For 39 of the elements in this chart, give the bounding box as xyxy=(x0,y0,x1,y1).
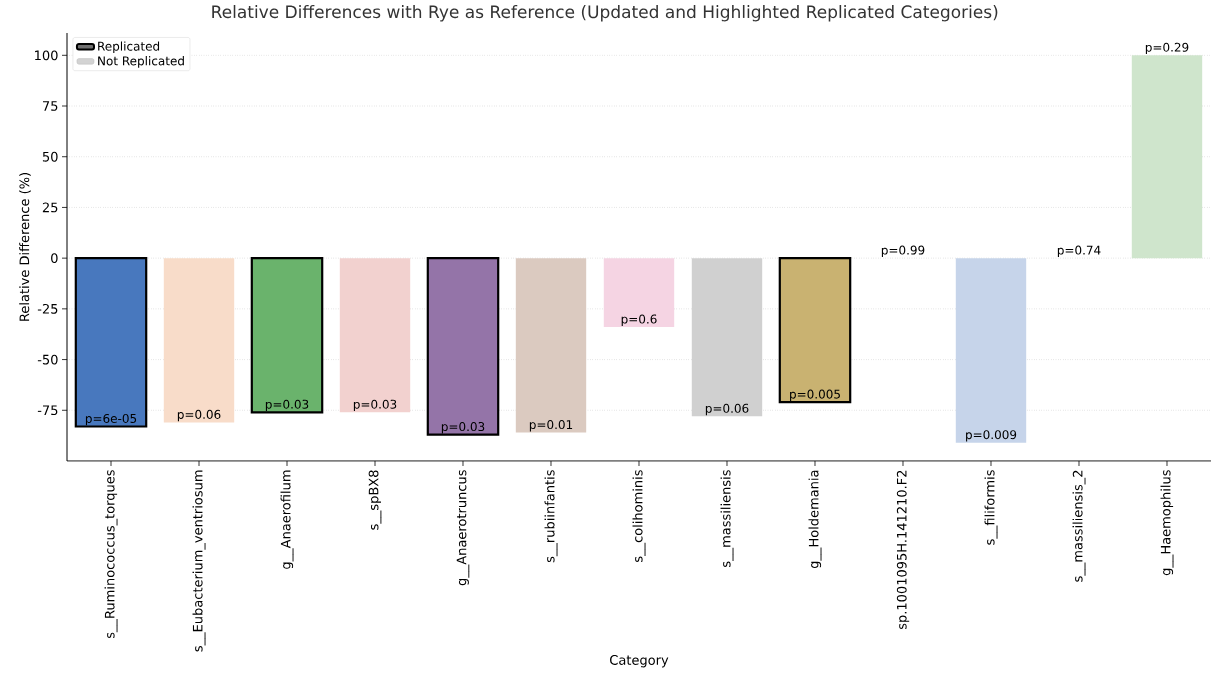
y-tick-label: 75 xyxy=(43,101,58,111)
x-tick-label: s__filiformis xyxy=(984,470,998,545)
annotation: p=0.03 xyxy=(353,399,397,412)
y-tick-label: 0 xyxy=(51,253,58,264)
y-tick-label: -25 xyxy=(37,303,58,314)
x-tick-label: s__spBX8 xyxy=(368,470,382,530)
x-axis-title: Category xyxy=(610,655,669,668)
annotation: p=0.99 xyxy=(881,245,925,257)
y-tick-label: -50 xyxy=(37,354,58,365)
x-tick-label: s__massiliensis xyxy=(720,470,734,567)
chart-title: Relative Differences with Rye as Reference (Updated and Highlighted Replicated Categories) xyxy=(212,5,998,22)
annotation: p=0.03 xyxy=(441,422,485,434)
x-tick-label: g__Haemophilus xyxy=(1160,470,1174,576)
annotation: p=0.03 xyxy=(265,399,309,412)
annotation: p=0.29 xyxy=(1145,42,1189,55)
legend-label: Not Replicated xyxy=(98,56,184,68)
legend-label: Replicated xyxy=(98,41,160,54)
y-tick-label: 50 xyxy=(42,151,58,162)
annotation: p=0.74 xyxy=(1057,245,1101,257)
annotation: p=0.06 xyxy=(177,409,221,422)
x-tick-label: s__colihominis xyxy=(632,470,646,562)
x-tick-label: s__Ruminococcus_torques xyxy=(104,470,118,639)
annotation: p=0.009 xyxy=(966,430,1017,442)
x-tick-label: g__Anaerofilum xyxy=(280,470,294,569)
annotation: p=0.06 xyxy=(705,403,749,416)
annotation: p=0.01 xyxy=(529,419,573,432)
y-tick-label: 100 xyxy=(35,50,58,61)
x-tick-label: g__Anaerotruncus xyxy=(456,470,470,586)
y-tick-label: -75 xyxy=(37,405,58,416)
x-tick-label: g__Holdemania xyxy=(808,470,822,569)
x-tick-label: s__massiliensis_2 xyxy=(1072,470,1086,582)
x-tick-label: s__rubiinfantis xyxy=(544,470,558,563)
annotation: p=0.005 xyxy=(790,389,840,401)
x-tick-label: s__Eubacterium_ventriosum xyxy=(192,470,206,652)
x-tick-label: sp.1001095H.141210.F2 xyxy=(896,470,910,630)
annotation: p=0.6 xyxy=(621,314,657,326)
annotation: p=6e-05 xyxy=(85,413,137,426)
y-tick-label: 25 xyxy=(42,202,58,213)
y-axis-title: Relative Difference (%) xyxy=(19,173,31,321)
